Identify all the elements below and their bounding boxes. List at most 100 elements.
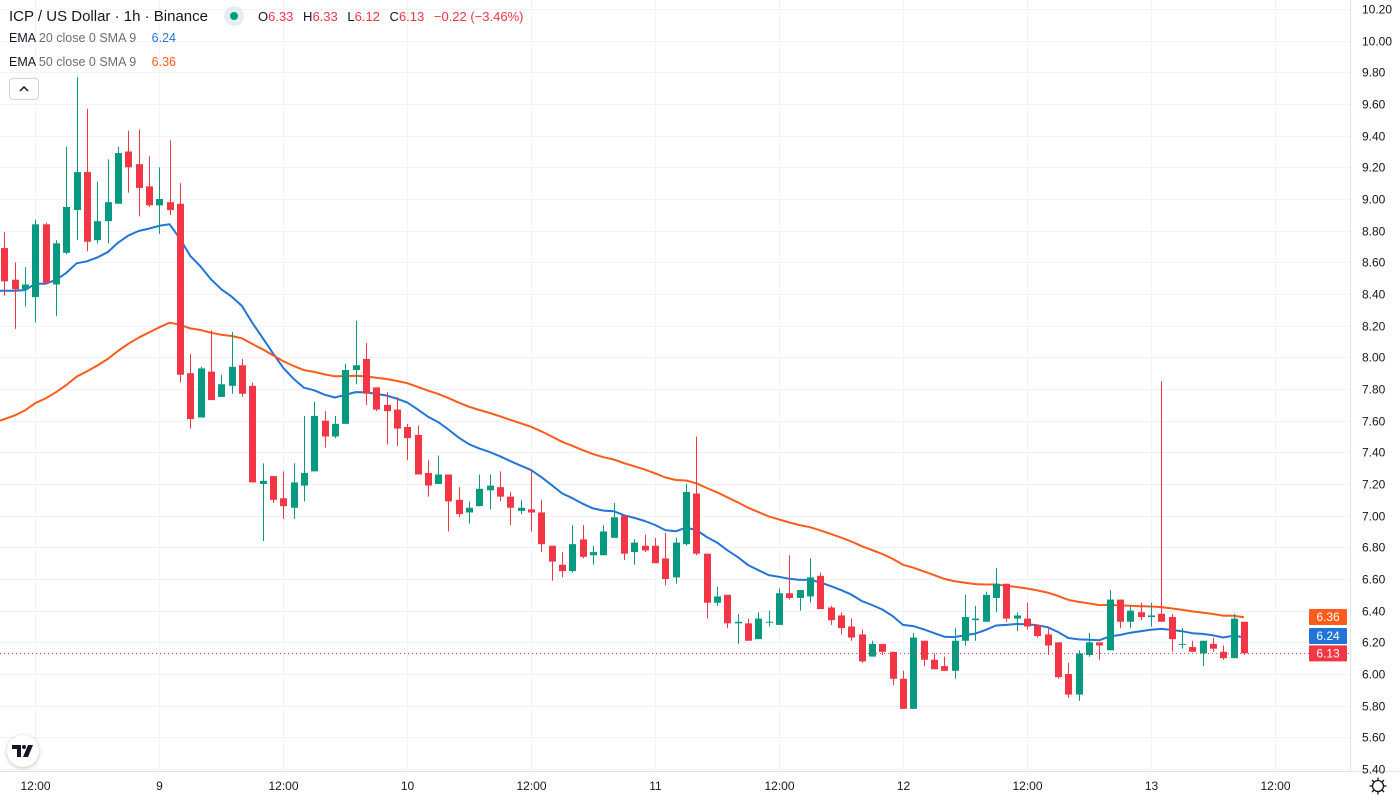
candle-body <box>1107 599 1114 651</box>
candle-up <box>311 401 318 472</box>
low-value: 6.12 <box>354 8 380 24</box>
candle-down <box>249 382 256 483</box>
candle-up <box>518 499 525 515</box>
price-tick-label: 5.80 <box>1362 700 1386 714</box>
candle-up <box>487 474 494 510</box>
candle-body <box>198 368 205 418</box>
candle-body <box>921 640 928 660</box>
candle-down <box>1 232 8 296</box>
candle-down <box>322 411 329 448</box>
change-value: −0.22 (−3.46%) <box>433 8 524 24</box>
indicator-ema50[interactable]: EMA 50 close 0 SMA 9 6.36 <box>9 50 530 74</box>
candle-down <box>415 425 422 475</box>
candle-up <box>32 219 39 323</box>
candle-body <box>807 577 814 597</box>
time-axis[interactable]: 12:00 9 12:00 10 12:00 11 12:00 12 12:00 13 12:00 <box>20 779 1290 793</box>
candle-body <box>559 564 566 572</box>
candle-body <box>332 423 339 437</box>
candle-down <box>662 533 669 586</box>
candle-body <box>156 199 163 206</box>
close-key: C <box>389 8 399 24</box>
candle-up <box>115 146 122 204</box>
candle-down <box>1096 642 1103 660</box>
candle-up <box>105 159 112 244</box>
candle-body <box>766 621 773 623</box>
candle-body <box>146 186 153 206</box>
collapse-legend-button[interactable] <box>9 78 39 100</box>
candle-down <box>84 108 91 252</box>
candle-down <box>859 629 866 663</box>
price-tick-label: 7.00 <box>1362 510 1386 524</box>
candle-body <box>229 366 236 386</box>
candle-body <box>280 498 287 507</box>
candle-down <box>1220 645 1227 660</box>
price-tick-label: 6.40 <box>1362 605 1386 619</box>
settings-icon[interactable] <box>1368 776 1388 796</box>
candle-down <box>425 460 432 497</box>
candle-down <box>848 618 855 641</box>
close-value: 6.13 <box>398 8 425 24</box>
price-tick-label: 7.60 <box>1362 415 1386 429</box>
indicator-params: 20 close 0 SMA 9 <box>38 31 137 45</box>
candle-up <box>611 503 618 538</box>
candle-up <box>94 181 101 244</box>
price-labels: 6.36 6.24 6.13 <box>1309 609 1347 662</box>
candle-body <box>239 365 246 394</box>
candle-down <box>1189 640 1196 652</box>
tradingview-logo[interactable] <box>7 735 39 767</box>
candles <box>1 77 1248 709</box>
candle-body <box>425 472 432 486</box>
candle-body <box>600 531 607 556</box>
candle-down <box>642 534 649 553</box>
candle-body <box>63 206 70 253</box>
candle-down <box>621 515 628 560</box>
candle-up <box>766 610 773 627</box>
candle-body <box>755 618 762 640</box>
price-tick-label: 8.00 <box>1362 351 1386 365</box>
candle-down <box>900 670 907 709</box>
candle-up <box>952 628 959 679</box>
chart-legend: ICP / US Dollar · 1h · Binance O6.33 H6.… <box>9 6 530 74</box>
candle-down <box>652 537 659 564</box>
candle-up <box>466 501 473 524</box>
time-tick-label: 11 <box>649 779 662 793</box>
candle-body <box>652 545 659 564</box>
candle-down <box>745 618 752 641</box>
candle-up <box>983 591 990 622</box>
indicator-ema20[interactable]: EMA 20 close 0 SMA 9 6.24 <box>9 26 530 50</box>
price-label-text: 6.13 <box>1316 646 1340 660</box>
candle-body <box>1024 618 1031 627</box>
candle-up <box>569 525 576 573</box>
candle-up <box>332 415 339 439</box>
candle-body <box>745 623 752 641</box>
candle-down <box>538 499 545 553</box>
candle-down <box>167 140 174 215</box>
candle-body <box>1076 653 1083 695</box>
price-axis[interactable]: 10.20 10.00 9.80 9.60 9.40 9.20 9.00 8.80 8.60 8.… <box>1362 3 1392 777</box>
candle-body <box>1138 612 1145 617</box>
candle-body <box>1086 642 1093 655</box>
candle-down <box>1024 602 1031 630</box>
candle-down <box>786 555 793 600</box>
candle-body <box>817 575 824 610</box>
tradingview-logo-icon <box>12 745 33 757</box>
candle-body <box>404 427 411 439</box>
candle-down <box>208 330 215 401</box>
candle-up <box>673 537 680 584</box>
candle-down <box>43 222 50 283</box>
candle-up <box>683 484 690 546</box>
price-label-text: 6.36 <box>1316 610 1340 624</box>
price-label-badge: 6.13 <box>1309 645 1347 662</box>
market-status-icon <box>223 6 244 26</box>
candle-body <box>270 476 277 500</box>
candle-body <box>776 593 783 625</box>
symbol-title[interactable]: ICP / US Dollar · 1h · Binance <box>9 7 208 25</box>
price-tick-label: 6.60 <box>1362 573 1386 587</box>
indicator-params: 50 close 0 SMA 9 <box>38 55 137 69</box>
candle-body <box>993 583 1000 598</box>
open-key: O <box>257 8 269 24</box>
price-tick-label: 10.00 <box>1362 35 1392 49</box>
price-tick-label: 5.40 <box>1362 763 1386 777</box>
candle-body <box>673 542 680 578</box>
